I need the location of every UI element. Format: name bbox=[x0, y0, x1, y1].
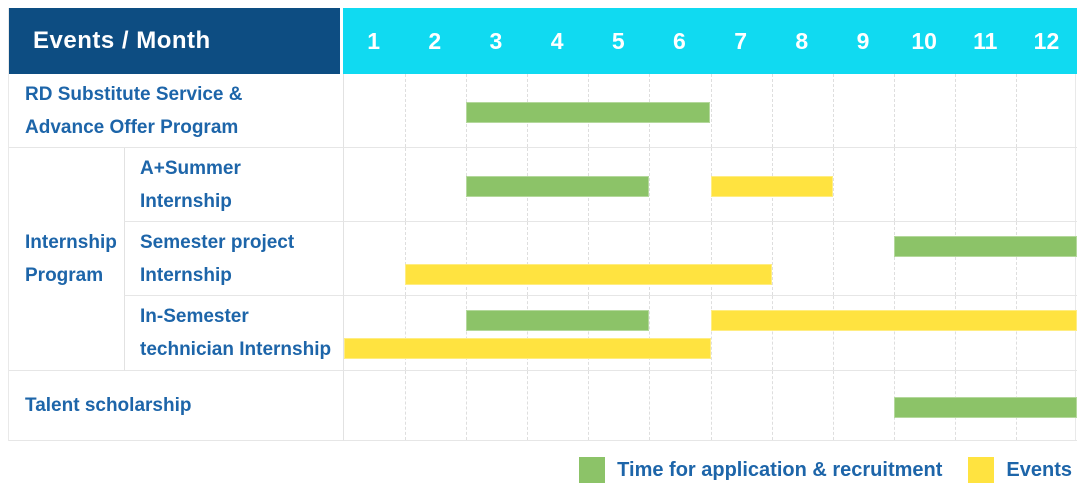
row-label-talent-scholarship: Talent scholarship bbox=[9, 371, 343, 441]
row-label-a-summer-internship: A+Summer Internship bbox=[124, 148, 343, 222]
row-label-rd-substitute-service: RD Substitute Service & Advance Offer Pr… bbox=[9, 74, 343, 148]
month-gridline bbox=[405, 222, 407, 295]
month-gridline bbox=[893, 148, 895, 221]
month-gridline bbox=[466, 371, 468, 440]
row-label-text: In-Semester technician Internship bbox=[140, 306, 332, 360]
month-gridline bbox=[832, 371, 834, 440]
month-gridline bbox=[771, 296, 773, 370]
month-gridline bbox=[710, 371, 712, 440]
month-gridline bbox=[832, 296, 834, 370]
event-bar bbox=[344, 338, 711, 359]
month-gridline bbox=[649, 148, 651, 221]
month-gridline bbox=[954, 74, 956, 147]
month-gridline bbox=[1015, 148, 1017, 221]
row-label-in-semester-technician-internship: In-Semester technician Internship bbox=[124, 296, 343, 371]
event-bar bbox=[710, 175, 833, 197]
month-gridline bbox=[832, 148, 834, 221]
month-gridline bbox=[527, 222, 529, 295]
month-header-3: 3 bbox=[489, 27, 503, 54]
month-gridline bbox=[1015, 296, 1017, 370]
application-bar bbox=[466, 175, 650, 197]
month-gridline bbox=[832, 74, 834, 147]
month-gridline bbox=[588, 222, 590, 295]
month-gridline bbox=[527, 371, 529, 440]
month-gridline bbox=[405, 74, 407, 147]
month-gridline bbox=[771, 371, 773, 440]
month-gridline bbox=[710, 222, 712, 295]
month-header-10: 10 bbox=[911, 27, 937, 54]
month-gridline bbox=[893, 222, 895, 295]
gantt-track-a-summer-internship bbox=[343, 148, 1077, 222]
legend-label-application: Time for application & recruitment bbox=[617, 458, 943, 481]
month-gridline bbox=[527, 296, 529, 370]
month-gridline bbox=[832, 222, 834, 295]
month-header-4: 4 bbox=[550, 27, 564, 54]
event-bar bbox=[405, 264, 772, 285]
month-header-2: 2 bbox=[428, 27, 442, 54]
legend-item-application: Time for application & recruitment bbox=[579, 457, 942, 483]
table-header-events-month: Events / Month bbox=[9, 8, 340, 74]
event-bar bbox=[710, 310, 1077, 331]
month-header-1: 1 bbox=[367, 27, 380, 54]
month-gridline bbox=[771, 74, 773, 147]
legend-label-event: Events bbox=[1006, 458, 1072, 481]
month-gridline bbox=[649, 371, 651, 440]
gantt-track-rd-substitute-service bbox=[343, 74, 1077, 148]
legend-swatch-application bbox=[579, 457, 606, 483]
month-header-9: 9 bbox=[856, 27, 870, 54]
table-header-title: Events / Month bbox=[33, 27, 211, 54]
month-header-11: 11 bbox=[973, 27, 998, 54]
month-gridline bbox=[405, 296, 407, 370]
month-gridline bbox=[405, 148, 407, 221]
row-label-text: Talent scholarship bbox=[25, 395, 192, 416]
row-label-text: A+Summer Internship bbox=[140, 157, 241, 212]
month-gridline bbox=[1015, 222, 1017, 295]
month-header-6: 6 bbox=[673, 27, 686, 54]
legend: Time for application & recruitment Events bbox=[579, 456, 1072, 484]
month-gridline bbox=[649, 296, 651, 370]
gantt-track-talent-scholarship bbox=[343, 371, 1077, 441]
row-label-text: RD Substitute Service & Advance Offer Pr… bbox=[25, 83, 243, 138]
month-gridline bbox=[710, 296, 712, 370]
row-label-text: Semester project Internship bbox=[140, 231, 295, 286]
month-gridline bbox=[405, 371, 407, 440]
month-gridline bbox=[954, 296, 956, 370]
application-bar bbox=[893, 236, 1077, 257]
gantt-track-in-semester-technician-internship bbox=[343, 296, 1077, 371]
application-bar bbox=[893, 397, 1077, 419]
events-month-table: Events / Month 1 2 3 4 5 6 7 8 9 10 11 12 RD Substi… bbox=[8, 8, 1077, 441]
month-header-5: 5 bbox=[611, 27, 625, 54]
month-gridline bbox=[1015, 74, 1017, 147]
month-gridline bbox=[466, 222, 468, 295]
legend-item-event: Events bbox=[968, 457, 1072, 483]
month-gridline bbox=[649, 222, 651, 295]
month-gridline bbox=[466, 296, 468, 370]
month-gridline bbox=[588, 296, 590, 370]
month-gridline bbox=[710, 74, 712, 147]
month-gridline bbox=[893, 296, 895, 370]
month-header-row: 1 2 3 4 5 6 7 8 9 10 11 12 bbox=[343, 8, 1077, 74]
application-bar bbox=[466, 101, 711, 123]
month-gridline bbox=[588, 371, 590, 440]
month-gridline bbox=[954, 222, 956, 295]
month-header-12: 12 bbox=[1033, 27, 1060, 54]
gantt-track-semester-project-internship bbox=[343, 222, 1077, 296]
month-header-8: 8 bbox=[795, 27, 809, 54]
group-label-text: Internship Program bbox=[25, 232, 117, 286]
row-label-semester-project-internship: Semester project Internship bbox=[124, 222, 343, 296]
application-bar bbox=[466, 310, 650, 331]
month-gridline bbox=[893, 74, 895, 147]
row-group-internship-program: Internship Program bbox=[9, 148, 124, 371]
month-header-7: 7 bbox=[734, 27, 748, 54]
month-gridline bbox=[954, 148, 956, 221]
legend-swatch-event bbox=[968, 457, 995, 483]
month-gridline bbox=[771, 222, 773, 295]
